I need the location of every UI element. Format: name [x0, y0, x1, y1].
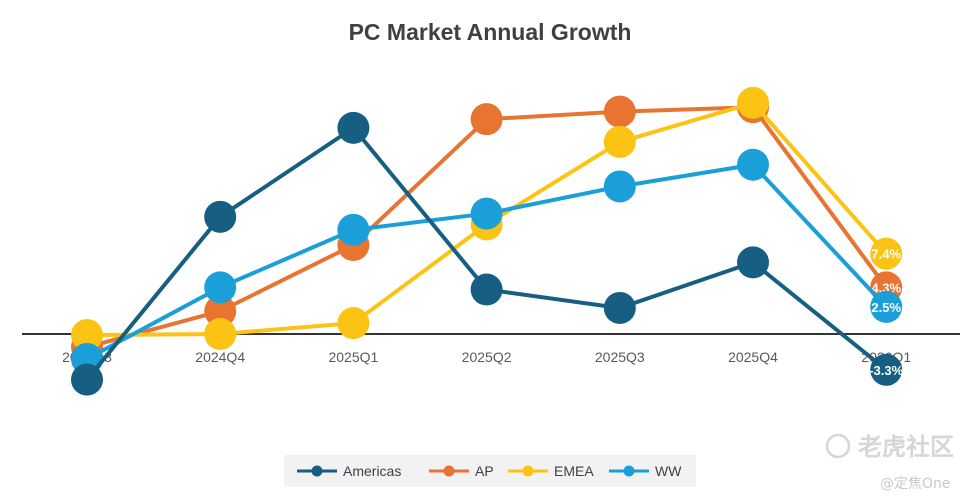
data-point-emea [71, 319, 103, 352]
watermark: 老虎社区 @定焦One [825, 433, 954, 492]
legend-label: EMEA [554, 463, 594, 479]
data-point-ap [603, 95, 636, 128]
legend-item-ww: WW [609, 463, 682, 479]
legend-swatch-marker [311, 465, 323, 477]
data-point-americas [603, 291, 636, 324]
legend: Americas AP EMEA WW [284, 455, 696, 487]
x-tick-label: 2024Q4 [195, 349, 245, 365]
legend-label: Americas [343, 463, 401, 479]
data-point-americas [71, 363, 103, 396]
data-point-ww [737, 148, 769, 181]
data-point-emea [870, 237, 903, 270]
data-label-americas: -3.3% [869, 363, 903, 378]
data-point-americas [337, 111, 370, 144]
watermark-sub-text: @定焦One [880, 476, 951, 492]
data-label-ap: 4.3% [871, 280, 901, 295]
data-point-emea [337, 307, 370, 340]
x-tick-label: 2025Q4 [728, 349, 778, 365]
series-americas: -3.3% [71, 111, 904, 396]
legend-swatch-marker [443, 465, 455, 477]
data-point-americas [204, 200, 237, 233]
x-tick-label: 2025Q3 [595, 349, 645, 365]
data-point-emea [737, 86, 769, 119]
legend-swatch-marker [623, 465, 635, 477]
data-label-ww: 2.5% [871, 300, 901, 315]
series-ww: 2.5% [71, 148, 903, 375]
data-point-ww [603, 170, 636, 203]
legend-swatch-marker [522, 465, 534, 477]
legend-item-emea: EMEA [508, 463, 594, 479]
watermark-logo-icon [825, 433, 851, 459]
data-point-ww [337, 213, 370, 246]
data-point-americas [737, 246, 769, 279]
x-tick-label: 2025Q2 [462, 349, 512, 365]
legend-label: WW [655, 463, 682, 479]
data-point-ww [870, 290, 903, 323]
data-label-emea: 7.4% [871, 247, 901, 262]
chart-title: PC Market Annual Growth [349, 19, 632, 45]
data-point-emea [204, 318, 237, 350]
legend-item-ap: AP [429, 463, 494, 479]
series-layer: 4.3% 7.4% 2.5% -3.3% [71, 86, 904, 396]
axis-layer: 2024Q32024Q42025Q12025Q22025Q32025Q42026… [22, 333, 960, 365]
x-tick-label: 2025Q1 [328, 349, 378, 365]
legend-item-americas: Americas [297, 463, 401, 479]
series-emea: 7.4% [71, 86, 903, 352]
data-point-ap [470, 103, 503, 136]
legend-label: AP [475, 463, 494, 479]
watermark-main-text: 老虎社区 [858, 433, 954, 461]
data-point-americas [870, 353, 903, 386]
data-point-emea [603, 125, 636, 158]
data-point-ww [204, 271, 237, 304]
data-point-ap [204, 295, 237, 328]
data-point-americas [470, 273, 503, 306]
data-point-ww [470, 197, 503, 230]
